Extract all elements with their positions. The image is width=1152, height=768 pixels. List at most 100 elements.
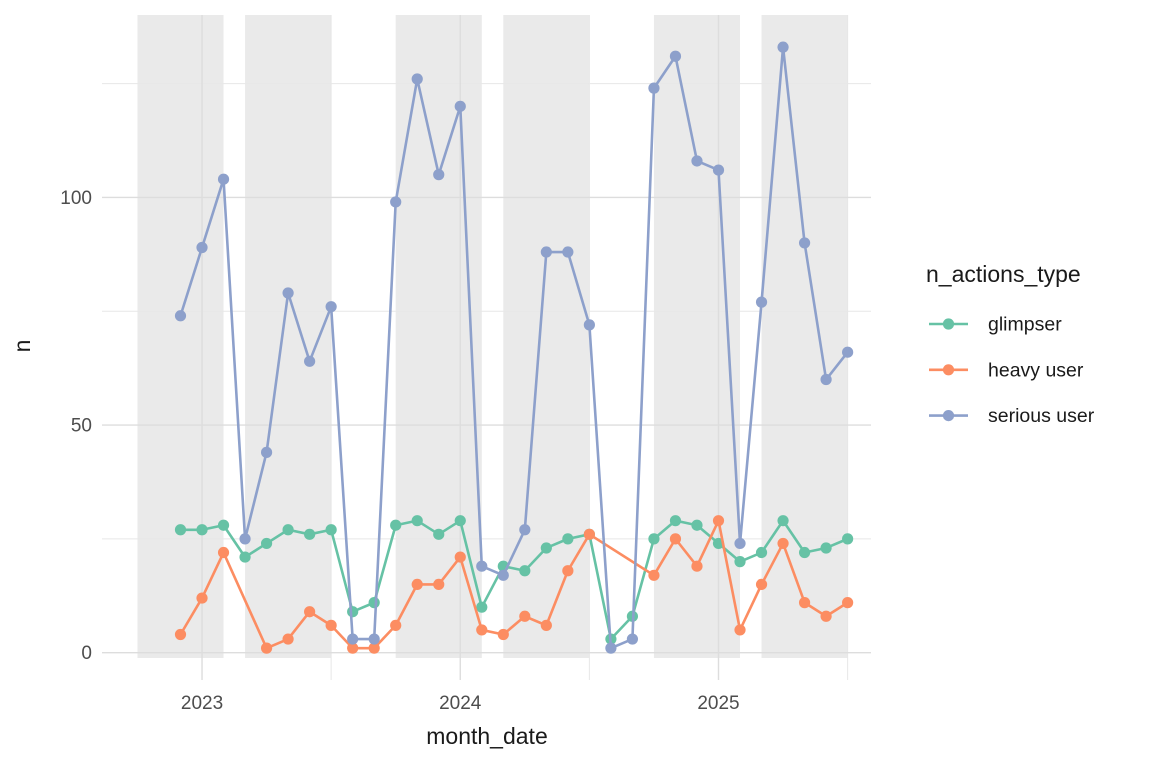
data-point <box>648 533 660 545</box>
data-point <box>734 624 746 636</box>
data-point <box>390 619 402 631</box>
data-point <box>842 346 854 358</box>
axis-labels-layer: 0 50 100 2023 2024 2025 <box>60 188 739 714</box>
data-point <box>390 519 402 531</box>
data-point <box>260 642 273 654</box>
shaded-band <box>503 15 590 658</box>
data-point <box>820 542 832 554</box>
data-point <box>325 619 337 631</box>
data-point <box>304 355 316 367</box>
data-point <box>454 515 466 527</box>
data-point <box>669 515 682 527</box>
data-point <box>368 642 380 654</box>
data-point <box>562 565 574 577</box>
shaded-band <box>137 15 224 658</box>
data-point <box>260 537 273 550</box>
data-point <box>174 628 187 641</box>
y-tick-label: 50 <box>71 416 92 437</box>
data-point <box>454 100 466 112</box>
data-point <box>842 597 854 609</box>
shaded-band <box>395 15 482 658</box>
data-point <box>347 606 359 618</box>
series-heavy-user <box>174 515 854 654</box>
data-point <box>476 560 488 572</box>
data-point <box>217 519 230 531</box>
data-point <box>260 446 273 458</box>
data-point <box>777 41 789 53</box>
data-point <box>390 196 402 208</box>
data-point <box>325 524 337 536</box>
data-point <box>196 524 208 536</box>
data-point <box>454 551 466 563</box>
data-point <box>605 642 617 654</box>
series-line <box>179 45 849 650</box>
data-point <box>239 551 251 563</box>
legend-entries-layer: glimpser heavy user serious user <box>929 314 1095 427</box>
shaded-band <box>245 15 332 658</box>
data-point <box>755 546 768 559</box>
data-point <box>217 546 230 559</box>
x-tick-label: 2024 <box>439 693 482 714</box>
data-point <box>669 50 682 62</box>
x-axis-title: month_date <box>426 723 547 749</box>
data-point <box>777 537 789 550</box>
data-point <box>476 601 488 613</box>
y-tick-label: 100 <box>60 188 92 209</box>
legend-title: n_actions_type <box>926 261 1081 287</box>
data-point <box>777 515 789 527</box>
data-point <box>196 592 208 604</box>
legend-entry-label: heavy user <box>988 359 1084 381</box>
legend-entry-label: glimpser <box>988 314 1062 336</box>
legend-key-point <box>942 410 955 422</box>
data-point <box>626 633 639 645</box>
gridlines-layer <box>102 15 871 680</box>
data-point <box>798 546 811 559</box>
data-point <box>798 237 811 249</box>
data-point <box>755 296 768 308</box>
data-point <box>820 373 832 386</box>
data-point <box>583 319 595 331</box>
legend-entry-label: serious user <box>988 405 1095 427</box>
data-point <box>282 524 294 536</box>
data-point <box>820 610 832 622</box>
data-point <box>519 524 531 536</box>
data-point <box>239 533 251 545</box>
data-point <box>648 569 660 581</box>
data-point <box>347 633 359 645</box>
data-point <box>282 287 294 299</box>
data-point <box>196 241 208 254</box>
data-point <box>562 533 574 545</box>
data-point <box>734 537 746 550</box>
data-point <box>433 169 445 181</box>
legend-entry-glimpser: glimpser <box>929 314 1062 336</box>
data-point <box>562 246 574 258</box>
data-point <box>174 310 187 322</box>
data-point <box>282 633 294 645</box>
x-tick-label: 2025 <box>697 693 739 714</box>
y-axis-title: n <box>9 340 35 353</box>
data-point <box>433 528 445 540</box>
data-point <box>519 610 531 622</box>
data-point <box>734 556 746 568</box>
x-tick-label: 2023 <box>181 693 223 714</box>
data-point <box>669 533 682 545</box>
data-point <box>691 155 703 167</box>
data-point <box>540 246 552 258</box>
data-point <box>540 619 552 631</box>
legend-entry-heavy-user: heavy user <box>929 359 1084 381</box>
data-point <box>755 578 768 591</box>
data-point <box>325 301 337 313</box>
series-serious-user <box>174 41 854 654</box>
data-point <box>304 528 316 540</box>
data-point <box>433 578 445 591</box>
data-point <box>691 560 703 572</box>
data-point <box>842 533 854 545</box>
data-point <box>497 628 509 641</box>
data-point <box>476 624 488 636</box>
legend-key-point <box>942 364 955 376</box>
data-point <box>411 578 423 591</box>
data-point <box>712 515 725 527</box>
data-point <box>304 606 316 618</box>
